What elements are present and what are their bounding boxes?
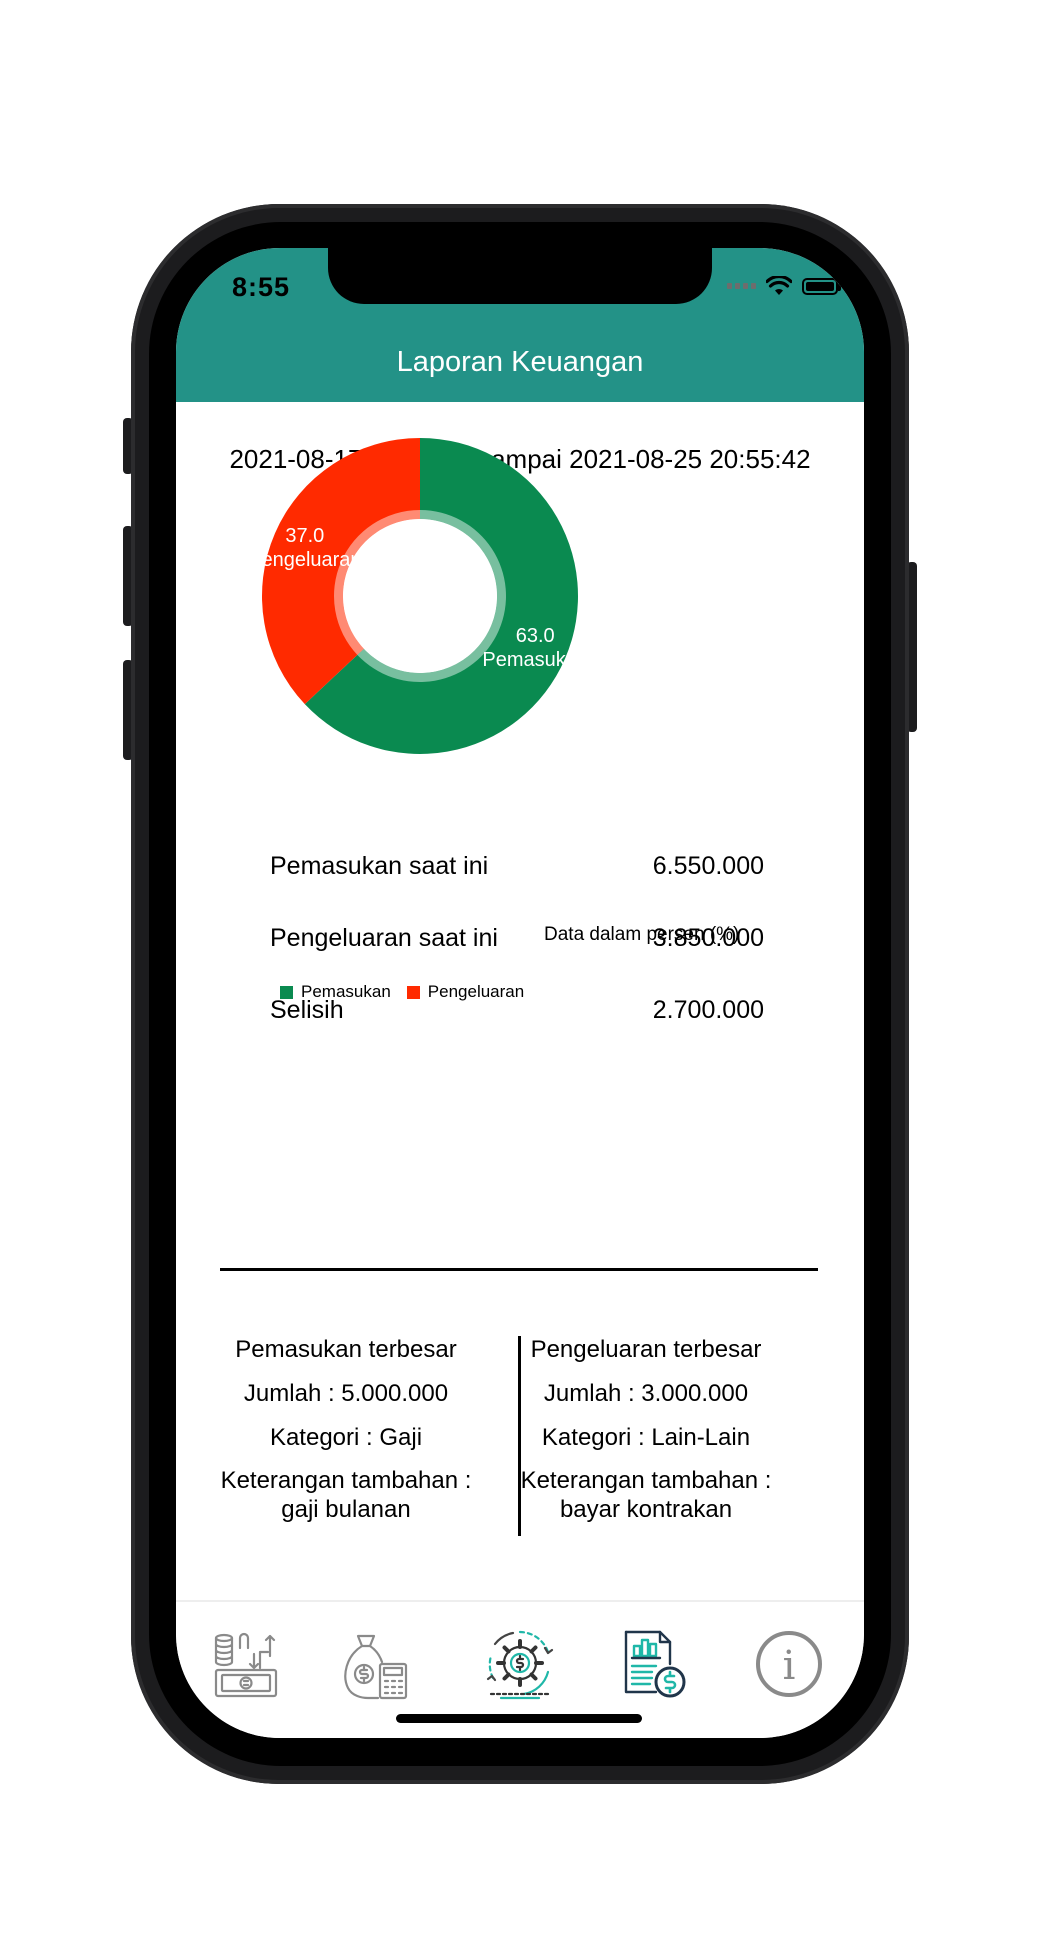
summary-value: 6.550.000 xyxy=(652,852,764,880)
gear-dollar-icon xyxy=(486,1630,554,1700)
legend-label-expense: Pengeluaran xyxy=(427,982,525,1001)
slice-name-label: Pengeluaran xyxy=(248,549,361,571)
largest-income-note: gaji bulanan xyxy=(281,1496,411,1523)
cellular-signal-icon xyxy=(727,283,756,289)
slice-value-label: 37.0 xyxy=(285,525,324,547)
mute-switch xyxy=(123,418,133,474)
home-indicator xyxy=(396,1714,642,1723)
status-time: 8:55 xyxy=(232,272,291,302)
donut-ring-pemasukan xyxy=(357,510,506,682)
battery-icon xyxy=(802,277,841,295)
money-bag-calculator-icon xyxy=(344,1634,408,1700)
donut-slice-pengeluaran xyxy=(262,438,420,705)
summary-row-expense: Pengeluaran saat ini 3.850.000 xyxy=(270,924,764,964)
largest-income-amount: Jumlah : 5.000.000 xyxy=(243,1380,449,1407)
slice-name-label: Pemasukan xyxy=(482,649,588,671)
summary-label: Selisih xyxy=(270,996,344,1024)
chart-legend: Pemasukan Pengeluaran xyxy=(280,982,530,1002)
largest-income-category: Kategori : Gaji xyxy=(269,1424,423,1451)
report-document-icon xyxy=(624,1630,686,1698)
info-icon: i xyxy=(756,1631,822,1697)
date-range: 2021-08-17 08:13:16 sampai 2021-08-25 20… xyxy=(229,444,811,474)
camera-notch xyxy=(328,248,712,304)
tab-budget[interactable] xyxy=(340,1628,410,1700)
app-screen: 8:55 Laporan Keuangan 2021-08-17 08:13:1… xyxy=(176,248,864,1738)
summary-row-income: Pemasukan saat ini 6.550.000 xyxy=(270,852,764,892)
largest-expense-category: Kategori : Lain-Lain xyxy=(541,1424,751,1451)
summary-label: Pengeluaran saat ini xyxy=(270,924,498,952)
tab-settings[interactable] xyxy=(485,1628,555,1700)
summary-value: 2.700.000 xyxy=(652,996,764,1024)
largest-income-note-label: Keterangan tambahan : xyxy=(220,1467,472,1494)
status-icons xyxy=(727,276,841,296)
legend-item-income: Pemasukan xyxy=(280,982,391,1002)
legend-label-income: Pemasukan xyxy=(301,982,391,1001)
legend-item-expense: Pengeluaran xyxy=(406,982,525,1002)
largest-income-card: Pemasukan terbesar Jumlah : 5.000.000 Ka… xyxy=(196,1334,496,1524)
legend-swatch-income xyxy=(280,985,293,999)
tab-transactions[interactable] xyxy=(212,1628,282,1700)
legend-swatch-expense xyxy=(406,985,420,999)
largest-expense-amount: Jumlah : 3.000.000 xyxy=(543,1380,749,1407)
donut-ring-pengeluaran xyxy=(334,510,420,655)
column-divider xyxy=(518,1336,521,1536)
tab-info[interactable]: i xyxy=(754,1628,824,1700)
summary-label: Pemasukan saat ini xyxy=(270,852,489,880)
chart-description: Data dalam persen (%) xyxy=(544,924,740,945)
page-title: Laporan Keuangan xyxy=(396,346,644,378)
section-divider xyxy=(220,1268,818,1271)
svg-text:i: i xyxy=(783,1643,796,1689)
summary-row-difference: Selisih 2.700.000 xyxy=(270,996,764,1036)
volume-up-button xyxy=(123,526,133,626)
largest-expense-card: Pengeluaran terbesar Jumlah : 3.000.000 … xyxy=(496,1334,796,1524)
donut-chart: 63.0 Pemasukan 37.0 Pengeluaran xyxy=(248,438,712,960)
largest-expense-note: bayar kontrakan xyxy=(559,1496,733,1523)
donut-hole xyxy=(343,519,497,673)
tab-report[interactable] xyxy=(618,1628,688,1700)
donut-slice-pemasukan xyxy=(304,438,578,754)
volume-down-button xyxy=(123,660,133,760)
power-button xyxy=(907,562,917,732)
largest-expense-title: Pengeluaran terbesar xyxy=(530,1336,762,1363)
largest-expense-note-label: Keterangan tambahan : xyxy=(520,1467,772,1494)
slice-value-label: 63.0 xyxy=(516,625,555,647)
money-transfer-icon xyxy=(214,1632,278,1698)
largest-income-title: Pemasukan terbesar xyxy=(235,1336,457,1363)
summary-value: 3.850.000 xyxy=(652,924,764,952)
wifi-icon xyxy=(766,276,792,295)
